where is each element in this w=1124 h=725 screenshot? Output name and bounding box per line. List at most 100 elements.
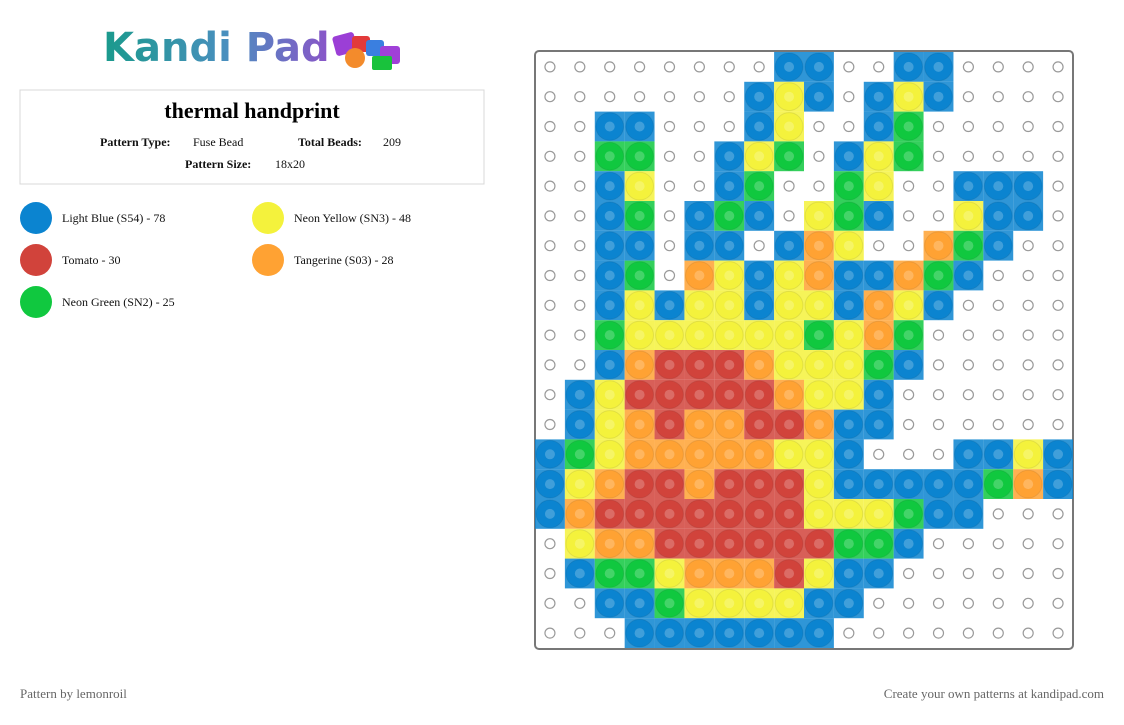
bead-hole: [784, 300, 795, 311]
bead-hole: [754, 330, 765, 341]
bead-hole: [724, 389, 735, 400]
bead: [714, 588, 744, 618]
bead: [714, 141, 744, 171]
bead: [864, 559, 894, 588]
bead-hole: [754, 538, 765, 549]
bead-hole: [604, 330, 615, 341]
empty-peg: [574, 91, 586, 103]
bead: [595, 499, 625, 529]
bead: [625, 320, 655, 350]
empty-peg: [634, 61, 646, 73]
pattern-title: thermal handprint: [164, 98, 340, 123]
empty-peg: [544, 597, 556, 609]
empty-peg: [663, 150, 676, 162]
empty-peg: [544, 120, 556, 133]
bead-hole: [634, 181, 645, 192]
empty-peg: [783, 210, 795, 222]
empty-peg: [1022, 61, 1034, 73]
bead-hole: [664, 419, 675, 430]
bead: [1013, 469, 1043, 499]
empty-peg: [903, 597, 915, 609]
empty-peg: [873, 597, 885, 609]
bead: [744, 469, 774, 499]
bead: [894, 529, 924, 559]
bead-hole: [903, 121, 914, 132]
bead: [804, 529, 834, 559]
empty-peg: [1052, 508, 1064, 520]
bead-hole: [604, 389, 615, 400]
empty-peg: [723, 91, 735, 103]
empty-peg: [1022, 91, 1034, 103]
bead: [744, 261, 774, 290]
bead-hole: [604, 568, 615, 579]
bead: [595, 469, 625, 499]
bead: [744, 290, 774, 320]
bead: [744, 499, 774, 529]
bead: [834, 201, 864, 231]
bead: [894, 261, 924, 290]
empty-peg: [1022, 269, 1034, 282]
bead: [924, 231, 953, 261]
bead-hole: [1023, 210, 1034, 221]
empty-peg: [1022, 120, 1034, 133]
logo[interactable]: Kandi Pad: [103, 25, 330, 71]
empty-peg: [903, 210, 915, 222]
bead-hole: [873, 419, 884, 430]
bead: [625, 618, 655, 648]
bead: [744, 201, 774, 231]
empty-peg: [1022, 150, 1034, 162]
bead: [625, 559, 655, 588]
bead-hole: [963, 210, 974, 221]
bead-hole: [694, 419, 705, 430]
bead-hole: [634, 538, 645, 549]
bead-hole: [784, 121, 795, 132]
bead: [595, 231, 625, 261]
bead: [774, 529, 804, 559]
bead: [834, 410, 864, 439]
bead: [774, 499, 804, 529]
legend-swatch: [20, 202, 52, 234]
empty-peg: [604, 627, 616, 639]
bead-grid: [535, 52, 1073, 648]
bead-hole: [754, 449, 765, 460]
empty-peg: [932, 150, 945, 162]
bead: [565, 559, 595, 588]
bead-hole: [993, 210, 1004, 221]
bead-hole: [843, 300, 854, 311]
empty-peg: [1022, 538, 1034, 550]
bead: [804, 52, 834, 82]
bead: [953, 499, 983, 529]
empty-peg: [992, 359, 1004, 371]
empty-peg: [1052, 299, 1064, 311]
bead: [864, 201, 894, 231]
bead-hole: [544, 508, 555, 519]
bead-hole: [604, 538, 615, 549]
bead: [684, 410, 714, 439]
bead-hole: [664, 389, 675, 400]
logo-icon: [332, 32, 400, 70]
bead-hole: [784, 240, 795, 251]
promo[interactable]: Create your own patterns at kandipad.com: [884, 686, 1104, 701]
bead: [804, 350, 834, 380]
bead: [864, 499, 894, 529]
bead: [684, 499, 714, 529]
bead-hole: [843, 181, 854, 192]
bead-hole: [873, 270, 884, 281]
empty-peg: [992, 91, 1004, 103]
bead: [595, 320, 625, 350]
bead: [595, 439, 625, 469]
bead-hole: [873, 479, 884, 490]
credit[interactable]: Pattern by lemonroil: [20, 686, 127, 701]
empty-peg: [932, 180, 945, 192]
empty-peg: [992, 150, 1004, 162]
empty-peg: [962, 120, 974, 133]
bead-hole: [754, 270, 765, 281]
bead: [804, 201, 834, 231]
bead-hole: [1023, 181, 1034, 192]
bead-hole: [813, 449, 824, 460]
bead-hole: [634, 389, 645, 400]
bead-hole: [993, 181, 1004, 192]
bead: [804, 261, 834, 290]
bead: [714, 559, 744, 588]
bead-hole: [724, 359, 735, 370]
